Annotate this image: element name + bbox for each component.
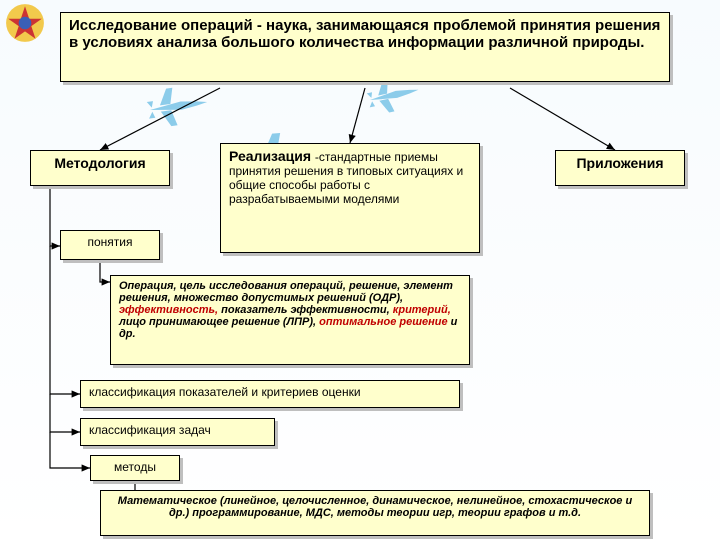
concepts-label: понятия — [88, 235, 133, 249]
applications-label: Приложения — [576, 155, 663, 171]
classification-tasks-label: классификация задач — [89, 423, 211, 437]
definition-box: Исследование операций - наука, занимающа… — [60, 12, 670, 82]
emblem-icon — [4, 2, 46, 44]
math-body-text: Математическое (линейное, целочисленное,… — [118, 495, 632, 519]
methodology-box: Методология — [30, 150, 170, 186]
classification-criteria-box: классификация показателей и критериев оц… — [80, 380, 460, 408]
classification-tasks-box: классификация задач — [80, 418, 275, 446]
definition-title: Исследование операций — [69, 17, 253, 34]
classification-criteria-label: классификация показателей и критериев оц… — [89, 385, 361, 399]
applications-box: Приложения — [555, 150, 685, 186]
concepts-body-text: Операция, цель исследования операций, ре… — [119, 280, 457, 340]
concepts-body-box: Операция, цель исследования операций, ре… — [110, 275, 470, 365]
concepts-box: понятия — [60, 230, 160, 260]
methods-label: методы — [114, 460, 156, 474]
realization-title: Реализация — [229, 148, 315, 164]
math-body-box: Математическое (линейное, целочисленное,… — [100, 490, 650, 536]
methods-box: методы — [90, 455, 180, 481]
realization-box: Реализация -стандартные приемы принятия … — [220, 143, 480, 253]
methodology-label: Методология — [54, 155, 145, 171]
